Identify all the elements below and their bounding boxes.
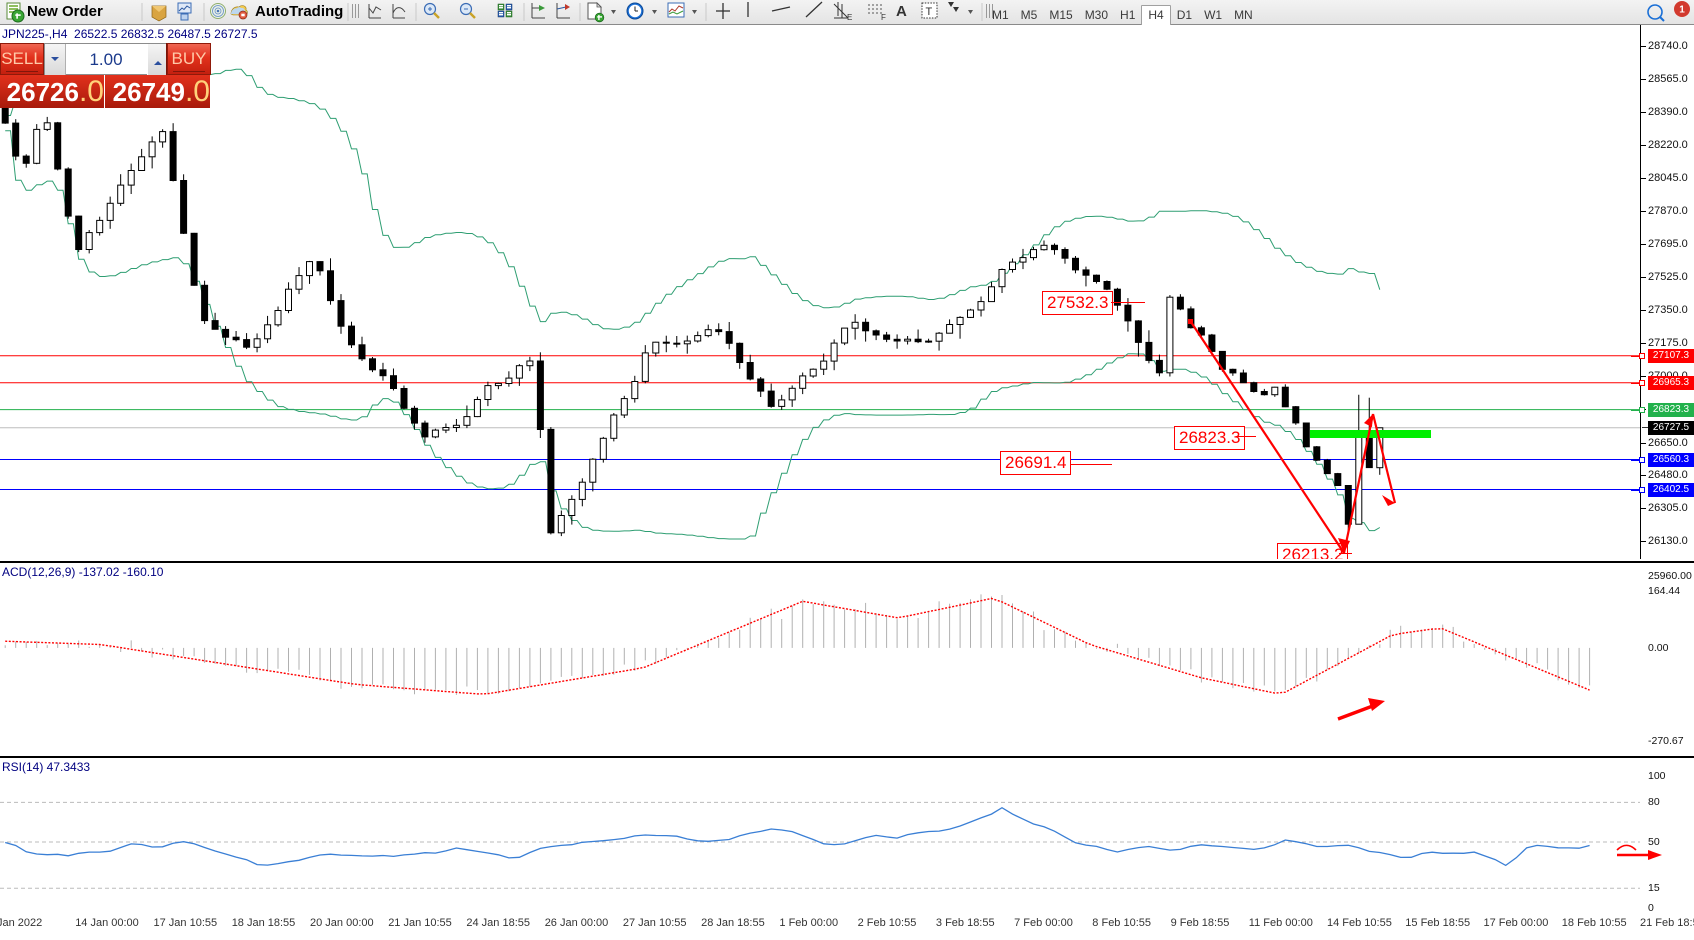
svg-text:1: 1 — [1679, 5, 1685, 16]
